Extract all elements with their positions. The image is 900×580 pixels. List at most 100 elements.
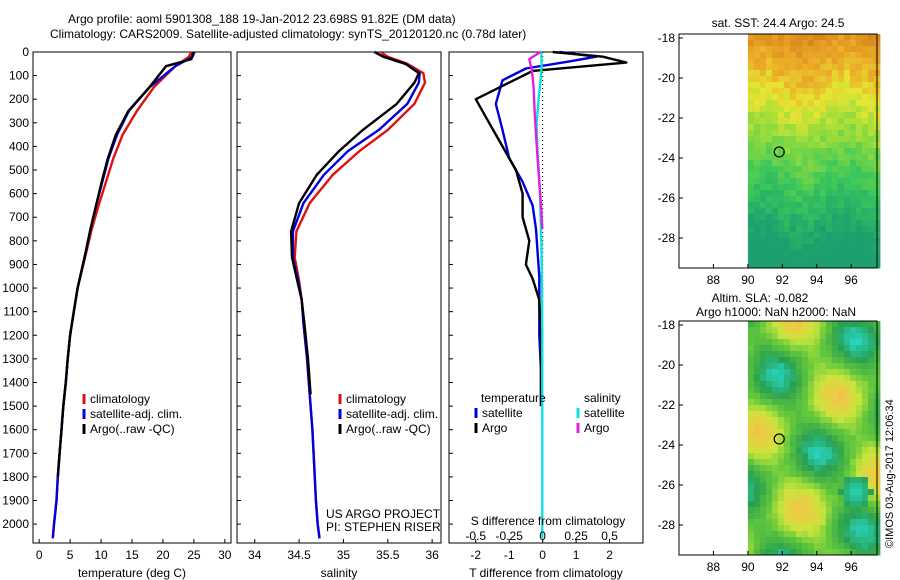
map-cell	[861, 256, 869, 263]
map-cell	[831, 357, 839, 364]
map-cell	[765, 196, 773, 203]
map-cell	[867, 88, 875, 95]
map-cell	[825, 46, 833, 53]
map-cell	[789, 262, 797, 269]
map-cell	[825, 220, 833, 227]
map-cell	[849, 381, 857, 388]
x-tick-label: 25	[187, 548, 201, 562]
plot-frame	[448, 51, 644, 544]
map-cell	[777, 357, 785, 364]
map-cell	[753, 399, 761, 406]
map-cell	[801, 160, 809, 167]
map-cell	[801, 136, 809, 143]
map-cell	[801, 106, 809, 113]
map-cell	[789, 208, 797, 215]
map-cell	[753, 40, 761, 47]
map-cell	[867, 387, 875, 394]
map-cell	[849, 489, 857, 496]
map-cell	[819, 345, 827, 352]
map-cell	[867, 166, 875, 173]
map-cell	[855, 160, 863, 167]
map-cell	[807, 154, 815, 161]
map-cell	[747, 411, 755, 418]
map-cell	[783, 339, 791, 346]
map-cell	[831, 154, 839, 161]
map-cell	[783, 196, 791, 203]
map-cell	[759, 118, 767, 125]
map-cell	[753, 393, 761, 400]
map-cell	[783, 226, 791, 233]
map-cell	[819, 393, 827, 400]
map-cell	[819, 501, 827, 508]
map-cell	[795, 429, 803, 436]
map-cell	[831, 94, 839, 101]
map-cell	[855, 154, 863, 161]
y-tick-label: 100	[9, 69, 29, 83]
map-cell	[837, 483, 845, 490]
map-cell	[783, 549, 791, 556]
map-cell	[867, 112, 875, 119]
map-cell	[753, 489, 761, 496]
map-cell	[753, 525, 761, 532]
map-cell	[837, 525, 845, 532]
map-cell	[777, 172, 785, 179]
map-cell	[771, 250, 779, 257]
map-cell	[819, 453, 827, 460]
map-cell	[795, 345, 803, 352]
map-cell	[747, 405, 755, 412]
map-cell	[849, 321, 857, 328]
map-cell	[831, 100, 839, 107]
map-cell	[813, 519, 821, 526]
map-cell	[825, 351, 833, 358]
map-cell	[747, 190, 755, 197]
map-cell	[825, 250, 833, 257]
map-cell	[771, 196, 779, 203]
map-cell	[849, 118, 857, 125]
map-cell	[759, 130, 767, 137]
map-cell	[759, 76, 767, 83]
map-cell	[765, 202, 773, 209]
x-tick-label: 0	[36, 548, 43, 562]
map-cell	[795, 321, 803, 328]
map-cell	[777, 333, 785, 340]
map-cell	[825, 393, 833, 400]
map-cell	[777, 130, 785, 137]
map-cell	[771, 46, 779, 53]
map-cell	[747, 124, 755, 131]
map-cell	[753, 220, 761, 227]
map-cell	[783, 423, 791, 430]
map-cell	[777, 453, 785, 460]
map-cell	[759, 363, 767, 370]
map-cell	[777, 136, 785, 143]
map-cell	[747, 148, 755, 155]
map-cell	[783, 94, 791, 101]
map-cell	[843, 489, 851, 496]
map-cell	[765, 58, 773, 65]
map-cell	[867, 459, 875, 466]
map-cell	[837, 244, 845, 251]
map-cell	[807, 124, 815, 131]
map-cell	[759, 184, 767, 191]
map-cell	[771, 507, 779, 514]
map-cell	[753, 112, 761, 119]
map-cell	[855, 100, 863, 107]
map-cell	[843, 357, 851, 364]
map-cell	[855, 477, 863, 484]
map-cell	[789, 58, 797, 65]
map-cell	[759, 166, 767, 173]
map-cell	[819, 519, 827, 526]
map-cell	[747, 226, 755, 233]
map-cell	[861, 369, 869, 376]
map-cell	[849, 112, 857, 119]
map-cell	[753, 88, 761, 95]
map-cell	[819, 495, 827, 502]
map-cell	[813, 501, 821, 508]
map-cell	[795, 519, 803, 526]
y-tick-label: -20	[658, 71, 676, 85]
map-frame	[678, 33, 878, 269]
map-cell	[867, 232, 875, 239]
map-cell	[747, 321, 755, 328]
map-cell	[759, 357, 767, 364]
map-cell	[777, 489, 785, 496]
map-cell	[771, 70, 779, 77]
